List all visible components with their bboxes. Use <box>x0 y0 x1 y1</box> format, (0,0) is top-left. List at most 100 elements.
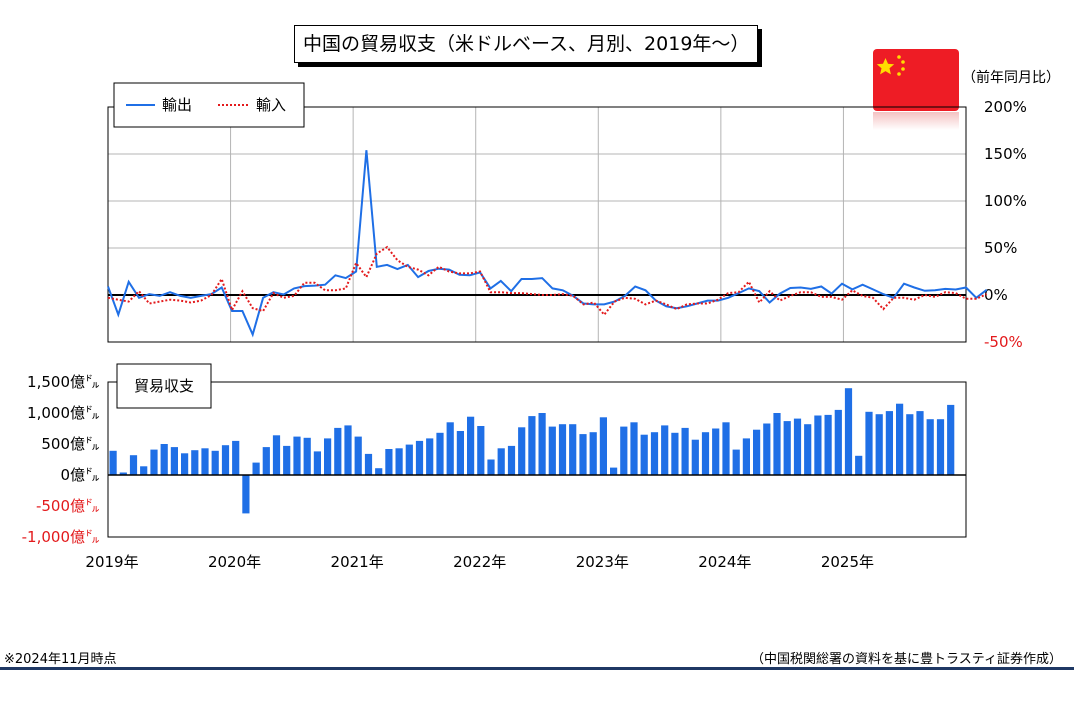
trade-balance-bar <box>262 447 270 475</box>
bottom-rule <box>0 667 1074 670</box>
trade-balance-bar <box>579 434 587 475</box>
source-note: （中国税関総署の資料を基に豊トラスティ証券作成） <box>751 652 1062 667</box>
trade-balance-bar <box>354 436 362 475</box>
trade-balance-bar <box>497 448 505 475</box>
y-tick-label: -1,000億㌦ <box>22 528 100 546</box>
trade-balance-bar <box>671 432 679 475</box>
trade-balance-bar <box>405 444 413 475</box>
footnote: ※2024年11月時点 <box>4 652 117 667</box>
trade-balance-bar <box>763 423 771 475</box>
flag-small-star <box>901 67 905 71</box>
y-tick-label: 200% <box>984 98 1027 116</box>
y-tick-label: 500億㌦ <box>41 435 100 453</box>
legend-exports-label: 輸出 <box>162 96 192 114</box>
bar-legend-label: 貿易収支 <box>134 377 194 395</box>
trade-balance-bar <box>610 467 618 475</box>
trade-balance-bar <box>334 427 342 475</box>
x-tick-label: 2021年 <box>331 553 384 571</box>
trade-balance-bar <box>456 431 464 475</box>
y-tick-label: 0億㌦ <box>60 466 100 484</box>
trade-balance-bar <box>640 434 648 475</box>
x-tick-label: 2025年 <box>821 553 874 571</box>
trade-balance-bar <box>426 438 434 475</box>
y-tick-label: 1,500億㌦ <box>27 373 100 391</box>
chart-title: 中国の貿易収支（米ドルベース、月別、2019年～） <box>294 25 759 63</box>
trade-balance-bar <box>947 404 955 475</box>
flag-big-star <box>876 58 895 75</box>
trade-balance-bar <box>906 414 914 475</box>
y-axis-unit-label: （前年同月比） <box>962 70 1060 86</box>
trade-balance-bar <box>599 417 607 475</box>
trade-balance-bar <box>742 438 750 475</box>
trade-balance-bar <box>446 422 454 475</box>
flag-field <box>873 49 959 111</box>
trade-balance-bar <box>936 419 945 475</box>
x-tick-label: 2022年 <box>453 553 506 571</box>
y-tick-label: 50% <box>984 239 1017 257</box>
trade-balance-bar <box>722 422 730 475</box>
trade-balance-bar <box>732 449 740 475</box>
trade-balance-bar <box>814 415 822 475</box>
trade-balance-bar <box>395 448 403 475</box>
trade-balance-bar <box>569 424 577 475</box>
trade-balance-bar <box>242 475 250 514</box>
trade-balance-bar <box>119 472 127 475</box>
trade-balance-bar <box>272 435 281 475</box>
trade-balance-bar <box>170 447 178 475</box>
y-tick-label: 100% <box>984 192 1027 210</box>
trade-balance-bar <box>630 422 638 475</box>
x-tick-label: 2020年 <box>208 553 261 571</box>
trade-balance-bar <box>834 409 842 475</box>
plot-frame <box>107 106 967 343</box>
exports-line <box>107 150 988 338</box>
trade-balance-bar <box>916 411 924 475</box>
trade-balance-bar <box>160 444 168 475</box>
trade-balance-bar <box>773 413 781 475</box>
trade-balance-bar <box>324 438 332 475</box>
trade-balance-bar <box>303 437 311 475</box>
trade-balance-bar <box>528 416 536 475</box>
trade-balance-bar <box>620 426 628 475</box>
x-tick-label: 2023年 <box>576 553 629 571</box>
flag-reflection <box>873 112 959 130</box>
trade-balance-bar <box>385 449 393 475</box>
trade-balance-bar <box>375 468 383 475</box>
trade-balance-bar <box>467 416 475 475</box>
trade-balance-bar <box>221 445 230 475</box>
china-flag-icon <box>873 49 959 111</box>
trade-balance-bar <box>753 429 761 475</box>
trade-balance-bar <box>844 388 853 475</box>
plot-frame <box>107 381 967 538</box>
trade-balance-bar <box>691 439 699 475</box>
trade-balance-bar <box>507 445 516 475</box>
legend-imports-label: 輸入 <box>256 96 286 114</box>
trade-balance-bar <box>804 424 812 475</box>
trade-balance-bar <box>558 424 567 475</box>
trade-balance-bar <box>232 440 240 475</box>
trade-balance-bar <box>824 414 832 475</box>
trade-balance-bar <box>783 421 791 475</box>
trade-balance-bar <box>140 466 148 475</box>
trade-balance-bar <box>283 445 291 475</box>
y-tick-label: -500億㌦ <box>36 497 100 515</box>
trade-balance-bar <box>865 411 873 475</box>
trade-balance-bar <box>650 432 659 475</box>
line-chart-panel: 200% 150% 100% 50% 0% -50% 輸出 輸入 <box>107 82 1027 351</box>
trade-balance-bar <box>487 459 495 475</box>
trade-balance-bar <box>712 428 720 475</box>
trade-balance-bar <box>875 414 883 475</box>
trade-balance-bar <box>661 425 669 475</box>
trade-balance-bar <box>793 418 802 475</box>
y-tick-label: -50% <box>984 333 1023 351</box>
y-tick-label: 0% <box>984 286 1008 304</box>
trade-balance-bar <box>252 462 260 475</box>
bar-chart-panel: 1,500億㌦ 1,000億㌦ 500億㌦ 0億㌦ -500億㌦ -1,000億㌦ 2019… <box>22 363 967 571</box>
trade-balance-bar <box>293 436 301 475</box>
trade-balance-bar <box>181 453 189 475</box>
trade-balance-bar <box>896 403 904 475</box>
trade-balance-bar <box>313 451 321 475</box>
trade-balance-bar <box>477 426 485 475</box>
trade-balance-bar <box>201 448 209 475</box>
trade-balance-bar <box>855 455 863 475</box>
